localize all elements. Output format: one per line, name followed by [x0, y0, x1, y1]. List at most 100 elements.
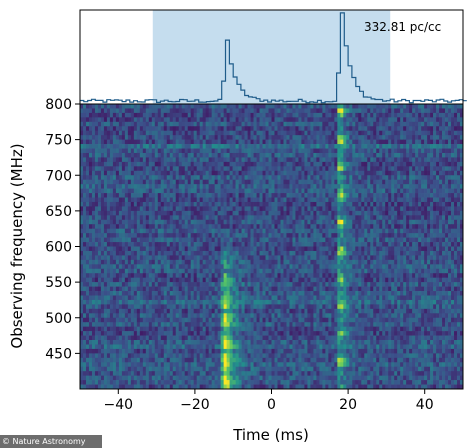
- heatmap-cell: [208, 126, 212, 132]
- heatmap-cell: [130, 135, 135, 140]
- heatmap-cell: [367, 268, 371, 274]
- heatmap-cell: [82, 268, 87, 274]
- heatmap-cell: [367, 255, 371, 261]
- heatmap-cell: [217, 268, 221, 274]
- heatmap-cell: [136, 233, 141, 238]
- heatmap-cell: [97, 130, 102, 136]
- heatmap-cell: [421, 104, 425, 109]
- heatmap-cell: [169, 126, 174, 132]
- heatmap-cell: [133, 148, 138, 154]
- heatmap-cell: [235, 264, 239, 270]
- heatmap-cell: [256, 273, 260, 279]
- heatmap-cell: [367, 242, 371, 247]
- heatmap-cell: [88, 126, 93, 132]
- heatmap-cell: [349, 139, 353, 145]
- heatmap-cell: [235, 170, 239, 176]
- heatmap-cell: [97, 259, 102, 265]
- heatmap-cell: [190, 108, 195, 114]
- heatmap-cell: [424, 193, 428, 198]
- heatmap-cell: [106, 135, 111, 140]
- heatmap-cell: [160, 215, 165, 221]
- heatmap-cell: [280, 259, 284, 265]
- heatmap-cell: [364, 250, 368, 256]
- heatmap-cell: [250, 117, 254, 123]
- heatmap-cell: [457, 210, 461, 216]
- heatmap-cell: [208, 233, 212, 238]
- heatmap-cell: [178, 135, 183, 140]
- heatmap-cell: [358, 188, 362, 194]
- heatmap-cell: [109, 246, 114, 252]
- heatmap-cell: [289, 233, 293, 238]
- heatmap-cell: [295, 152, 299, 158]
- heatmap-cell: [184, 242, 189, 247]
- heatmap-cell: [421, 206, 425, 212]
- heatmap-cell: [319, 210, 323, 216]
- heatmap-cell: [415, 215, 419, 221]
- heatmap-cell: [262, 215, 266, 221]
- heatmap-cell: [409, 161, 413, 167]
- heatmap-cell: [361, 104, 365, 109]
- heatmap-cell: [301, 215, 305, 221]
- heatmap-cell: [127, 166, 132, 172]
- heatmap-cell: [223, 255, 227, 261]
- heatmap-cell: [166, 135, 171, 140]
- heatmap-cell: [412, 259, 416, 265]
- heatmap-cell: [310, 237, 314, 243]
- heatmap-cell: [310, 246, 314, 252]
- heatmap-cell: [394, 193, 398, 198]
- heatmap-cell: [253, 215, 257, 221]
- heatmap-cell: [460, 108, 464, 114]
- heatmap-cell: [319, 135, 323, 140]
- heatmap-cell: [109, 112, 114, 118]
- heatmap-cell: [82, 112, 87, 118]
- heatmap-cell: [448, 219, 452, 225]
- heatmap-cell: [142, 264, 147, 270]
- heatmap-cell: [439, 219, 443, 225]
- heatmap-cell: [181, 268, 186, 274]
- heatmap-cell: [265, 104, 269, 109]
- heatmap-cell: [409, 233, 413, 238]
- heatmap-cell: [193, 201, 198, 207]
- heatmap-cell: [202, 224, 207, 230]
- heatmap-cell: [352, 242, 356, 247]
- heatmap-cell: [445, 228, 449, 234]
- heatmap-cell: [331, 197, 335, 203]
- heatmap-cell: [103, 246, 108, 252]
- heatmap-cell: [403, 233, 407, 238]
- heatmap-cell: [235, 228, 239, 234]
- heatmap-cell: [346, 259, 350, 265]
- heatmap-cell: [331, 148, 335, 154]
- heatmap-cell: [379, 264, 383, 270]
- heatmap-cell: [106, 210, 111, 216]
- heatmap-cell: [319, 175, 323, 181]
- heatmap-cell: [451, 117, 455, 123]
- heatmap-cell: [289, 215, 293, 221]
- heatmap-cell: [343, 121, 347, 127]
- heatmap-cell: [130, 112, 135, 118]
- heatmap-cell: [244, 108, 248, 114]
- heatmap-cell: [277, 197, 281, 203]
- heatmap-cell: [316, 112, 320, 118]
- heatmap-cell: [124, 179, 129, 185]
- heatmap-cell: [295, 135, 299, 140]
- heatmap-cell: [103, 224, 108, 230]
- heatmap-cell: [148, 170, 153, 176]
- heatmap-cell: [193, 250, 198, 256]
- heatmap-cell: [223, 135, 227, 140]
- heatmap-cell: [127, 117, 132, 123]
- heatmap-cell: [235, 166, 239, 172]
- heatmap-cell: [334, 161, 338, 167]
- heatmap-cell: [94, 139, 99, 145]
- heatmap-cell: [151, 206, 156, 212]
- heatmap-cell: [436, 193, 440, 198]
- heatmap-cell: [448, 117, 452, 123]
- heatmap-cell: [109, 255, 114, 261]
- heatmap-cell: [277, 130, 281, 136]
- heatmap-cell: [148, 135, 153, 140]
- heatmap-cell: [151, 255, 156, 261]
- heatmap-cell: [226, 268, 230, 274]
- heatmap-cell: [460, 170, 464, 176]
- heatmap-cell: [160, 139, 165, 145]
- heatmap-cell: [322, 170, 326, 176]
- heatmap-cell: [193, 268, 198, 274]
